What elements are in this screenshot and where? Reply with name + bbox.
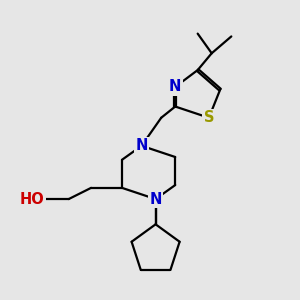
Text: N: N — [169, 80, 182, 94]
Text: N: N — [135, 138, 148, 153]
Text: S: S — [204, 110, 214, 125]
Text: HO: HO — [20, 192, 45, 207]
Text: N: N — [149, 192, 162, 207]
